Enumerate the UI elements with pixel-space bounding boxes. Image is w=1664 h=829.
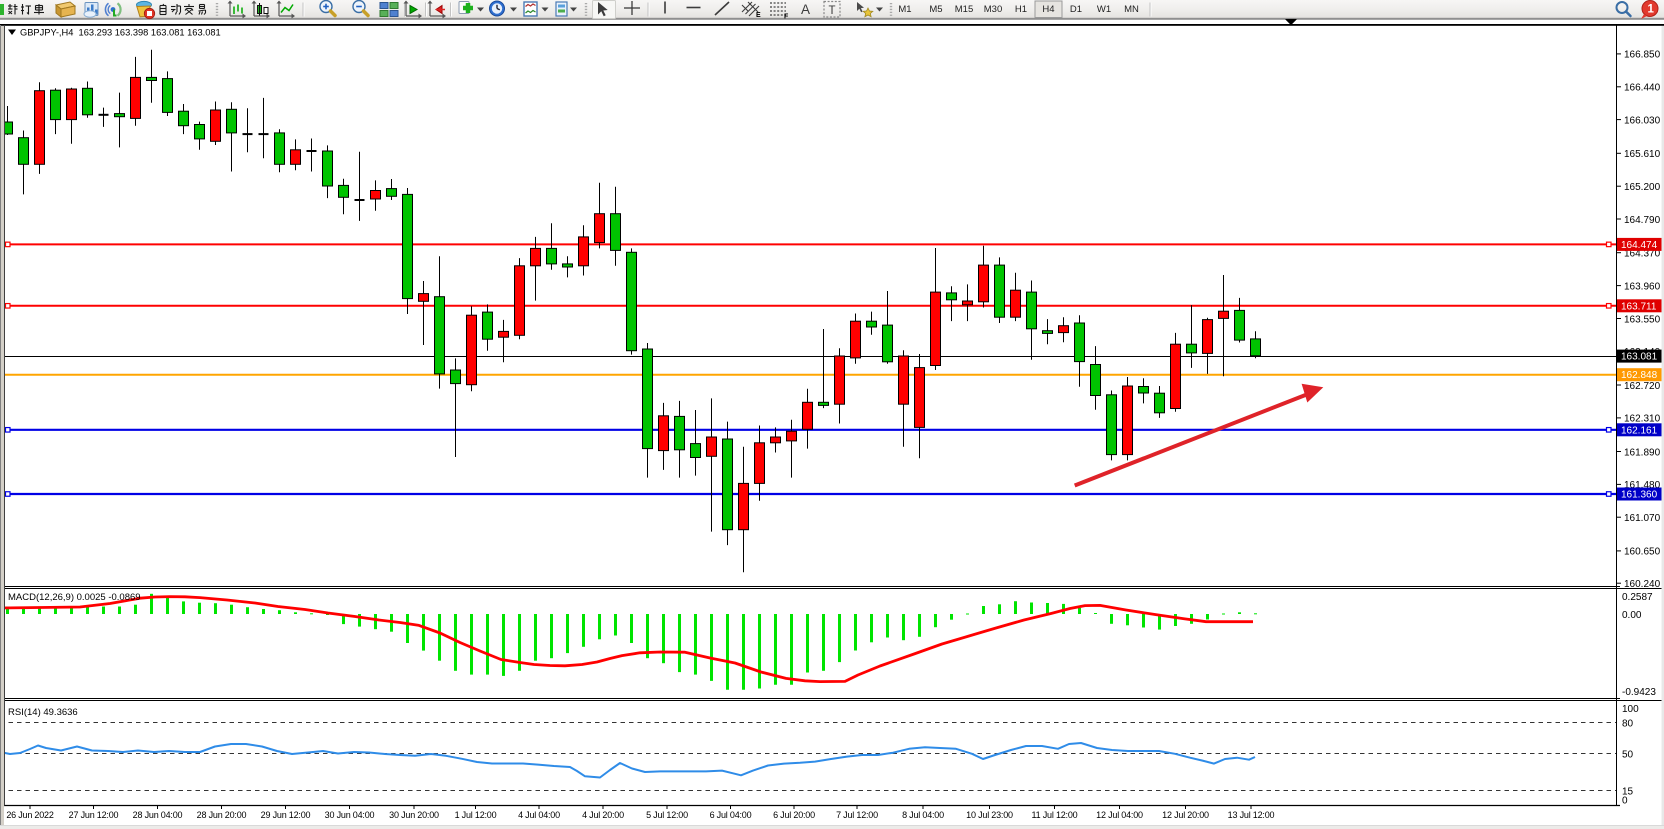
svg-text:-0.9423: -0.9423 xyxy=(1622,687,1656,698)
svg-text:29 Jun 12:00: 29 Jun 12:00 xyxy=(261,810,311,820)
svg-text:8 Jul 04:00: 8 Jul 04:00 xyxy=(902,810,944,820)
svg-text:E: E xyxy=(756,12,761,19)
svg-text:MN: MN xyxy=(1124,4,1139,15)
svg-text:27 Jun 12:00: 27 Jun 12:00 xyxy=(69,810,119,820)
svg-text:15: 15 xyxy=(1622,786,1634,797)
svg-text:30 Jun 04:00: 30 Jun 04:00 xyxy=(325,810,375,820)
svg-text:163.711: 163.711 xyxy=(1621,301,1657,312)
svg-text:26 Jun 2022: 26 Jun 2022 xyxy=(6,810,54,820)
svg-text:165.200: 165.200 xyxy=(1624,182,1661,193)
svg-text:T: T xyxy=(829,5,836,17)
svg-text:164.370: 164.370 xyxy=(1624,249,1661,260)
svg-text:12 Jul 20:00: 12 Jul 20:00 xyxy=(1162,810,1209,820)
svg-text:H4: H4 xyxy=(1042,4,1054,15)
svg-text:162.161: 162.161 xyxy=(1621,425,1658,436)
svg-text:100: 100 xyxy=(1622,704,1639,715)
svg-text:166.440: 166.440 xyxy=(1624,83,1661,94)
svg-text:162.720: 162.720 xyxy=(1624,381,1661,392)
svg-text:11 Jul 12:00: 11 Jul 12:00 xyxy=(1032,810,1078,820)
svg-text:161.070: 161.070 xyxy=(1624,513,1661,524)
svg-text:13 Jul 12:00: 13 Jul 12:00 xyxy=(1228,810,1275,820)
svg-text:4 Jul 20:00: 4 Jul 20:00 xyxy=(582,810,624,820)
svg-text:RSI(14) 49.3636: RSI(14) 49.3636 xyxy=(8,707,78,718)
svg-text:M1: M1 xyxy=(898,4,911,15)
svg-text:166.850: 166.850 xyxy=(1624,50,1661,61)
svg-text:80: 80 xyxy=(1622,718,1634,729)
svg-text:160.240: 160.240 xyxy=(1624,579,1661,590)
svg-text:163.960: 163.960 xyxy=(1624,281,1661,292)
svg-text:MACD(12,26,9) 0.0025 -0.0869: MACD(12,26,9) 0.0025 -0.0869 xyxy=(8,592,141,603)
svg-text:160.650: 160.650 xyxy=(1624,547,1661,558)
svg-text:0.2587: 0.2587 xyxy=(1622,592,1653,603)
svg-text:A: A xyxy=(801,2,810,17)
svg-text:163.081: 163.081 xyxy=(1621,352,1658,363)
svg-text:1 Jul 12:00: 1 Jul 12:00 xyxy=(455,810,497,820)
svg-text:W1: W1 xyxy=(1097,4,1111,15)
svg-text:28 Jun 20:00: 28 Jun 20:00 xyxy=(197,810,247,820)
svg-text:161.360: 161.360 xyxy=(1621,490,1658,501)
svg-text:6 Jul 20:00: 6 Jul 20:00 xyxy=(773,810,815,820)
svg-text:F: F xyxy=(784,14,789,21)
svg-text:28 Jun 04:00: 28 Jun 04:00 xyxy=(133,810,183,820)
svg-text:163.550: 163.550 xyxy=(1624,314,1661,325)
svg-text:M15: M15 xyxy=(955,4,973,15)
svg-text:12 Jul 04:00: 12 Jul 04:00 xyxy=(1096,810,1143,820)
svg-text:H1: H1 xyxy=(1015,4,1027,15)
svg-text:162.310: 162.310 xyxy=(1624,414,1661,425)
svg-text:M5: M5 xyxy=(929,4,942,15)
svg-text:4 Jul 04:00: 4 Jul 04:00 xyxy=(518,810,560,820)
svg-text:7 Jul 12:00: 7 Jul 12:00 xyxy=(836,810,878,820)
svg-text:164.790: 164.790 xyxy=(1624,215,1661,226)
svg-text:10 Jul 23:00: 10 Jul 23:00 xyxy=(966,810,1013,820)
svg-text:1: 1 xyxy=(1648,4,1655,16)
svg-text:165.610: 165.610 xyxy=(1624,149,1661,160)
svg-text:5 Jul 12:00: 5 Jul 12:00 xyxy=(646,810,688,820)
svg-text:0: 0 xyxy=(1622,795,1628,806)
svg-text:D1: D1 xyxy=(1070,4,1082,15)
svg-text:0.00: 0.00 xyxy=(1622,610,1642,621)
svg-text:161.480: 161.480 xyxy=(1624,480,1661,491)
svg-text:164.474: 164.474 xyxy=(1621,240,1658,251)
svg-text:161.890: 161.890 xyxy=(1624,447,1661,458)
svg-text:30 Jun 20:00: 30 Jun 20:00 xyxy=(389,810,439,820)
svg-text:M30: M30 xyxy=(984,4,1002,15)
svg-text:162.848: 162.848 xyxy=(1621,370,1658,381)
svg-text:50: 50 xyxy=(1622,749,1634,760)
svg-text:6 Jul 04:00: 6 Jul 04:00 xyxy=(710,810,752,820)
svg-text:GBPJPY-,H4 163.293 163.398 16: GBPJPY-,H4 163.293 163.398 163.081 163.0… xyxy=(20,28,221,38)
svg-text:166.030: 166.030 xyxy=(1624,115,1661,126)
